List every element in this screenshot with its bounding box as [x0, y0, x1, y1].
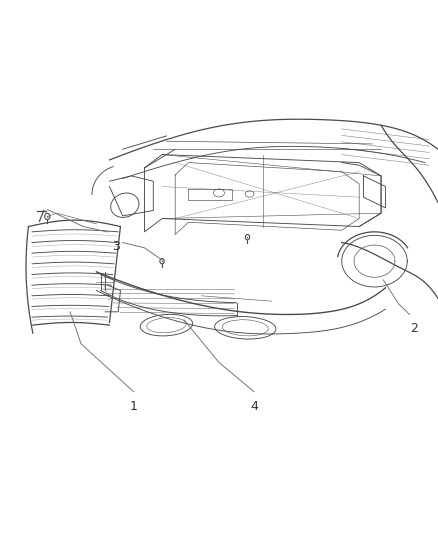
Text: 2: 2	[410, 322, 418, 335]
Text: 3: 3	[112, 240, 120, 253]
Text: 1: 1	[130, 400, 138, 413]
Text: 4: 4	[250, 400, 258, 413]
